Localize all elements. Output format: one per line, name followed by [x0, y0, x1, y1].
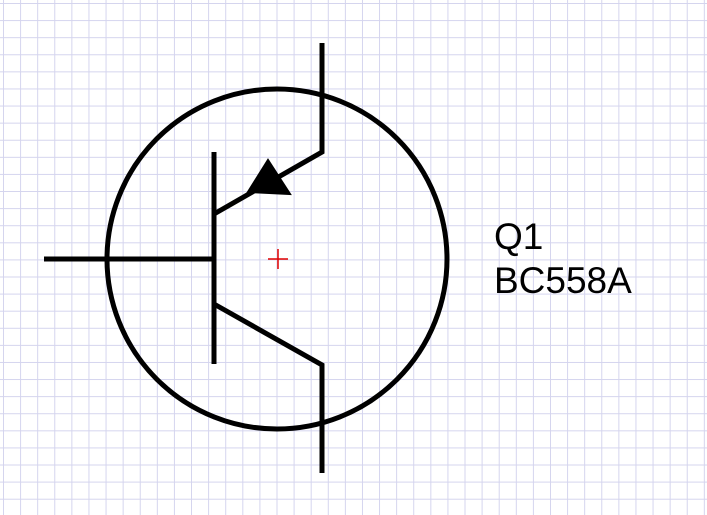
- reference-designator-label[interactable]: Q1: [494, 216, 544, 257]
- component-value-label[interactable]: BC558A: [494, 260, 632, 301]
- emitter-lead[interactable]: [212, 43, 325, 217]
- crosshair-icon: [268, 249, 288, 269]
- collector-lead[interactable]: [212, 301, 325, 473]
- emitter-arrow-icon: [246, 158, 292, 196]
